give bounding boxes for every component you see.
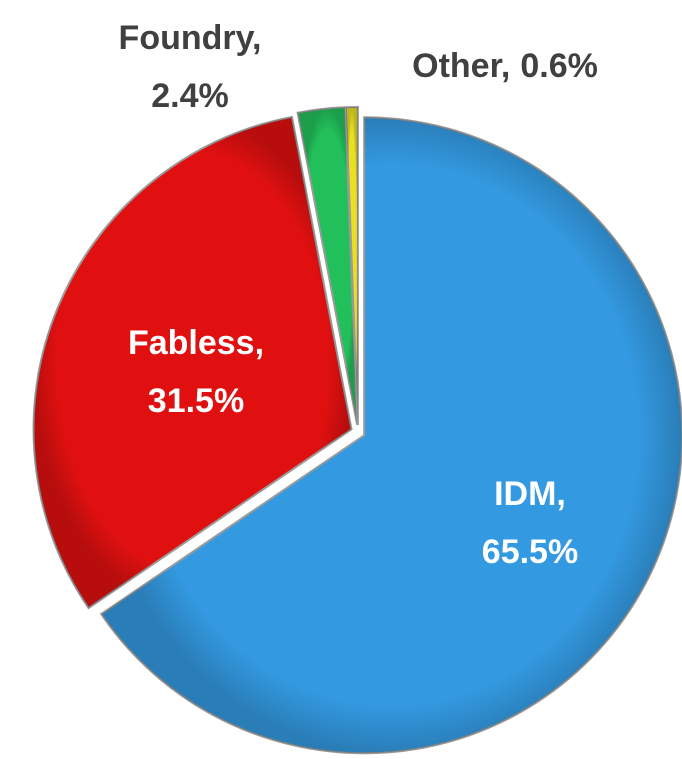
category-label: Other, xyxy=(412,47,510,85)
category-label: IDM, xyxy=(494,475,566,513)
category-label: Foundry, xyxy=(119,19,262,57)
labels: IDM, 65.5% Fabless, 31.5% Foundry, 2.4% Other,… xyxy=(119,19,598,571)
value-label: 2.4% xyxy=(151,77,229,115)
value-label: 0.6% xyxy=(520,47,598,85)
category-label: Fabless, xyxy=(128,324,264,362)
pie xyxy=(32,106,682,755)
slice-shade xyxy=(297,107,358,426)
value-label: 31.5% xyxy=(148,382,244,420)
slice-shade xyxy=(101,117,682,754)
slice-shade xyxy=(33,116,352,609)
value-label: 65.5% xyxy=(482,533,578,571)
slice-label: Other, 0.6% xyxy=(412,47,598,85)
slice-shade xyxy=(345,107,358,426)
